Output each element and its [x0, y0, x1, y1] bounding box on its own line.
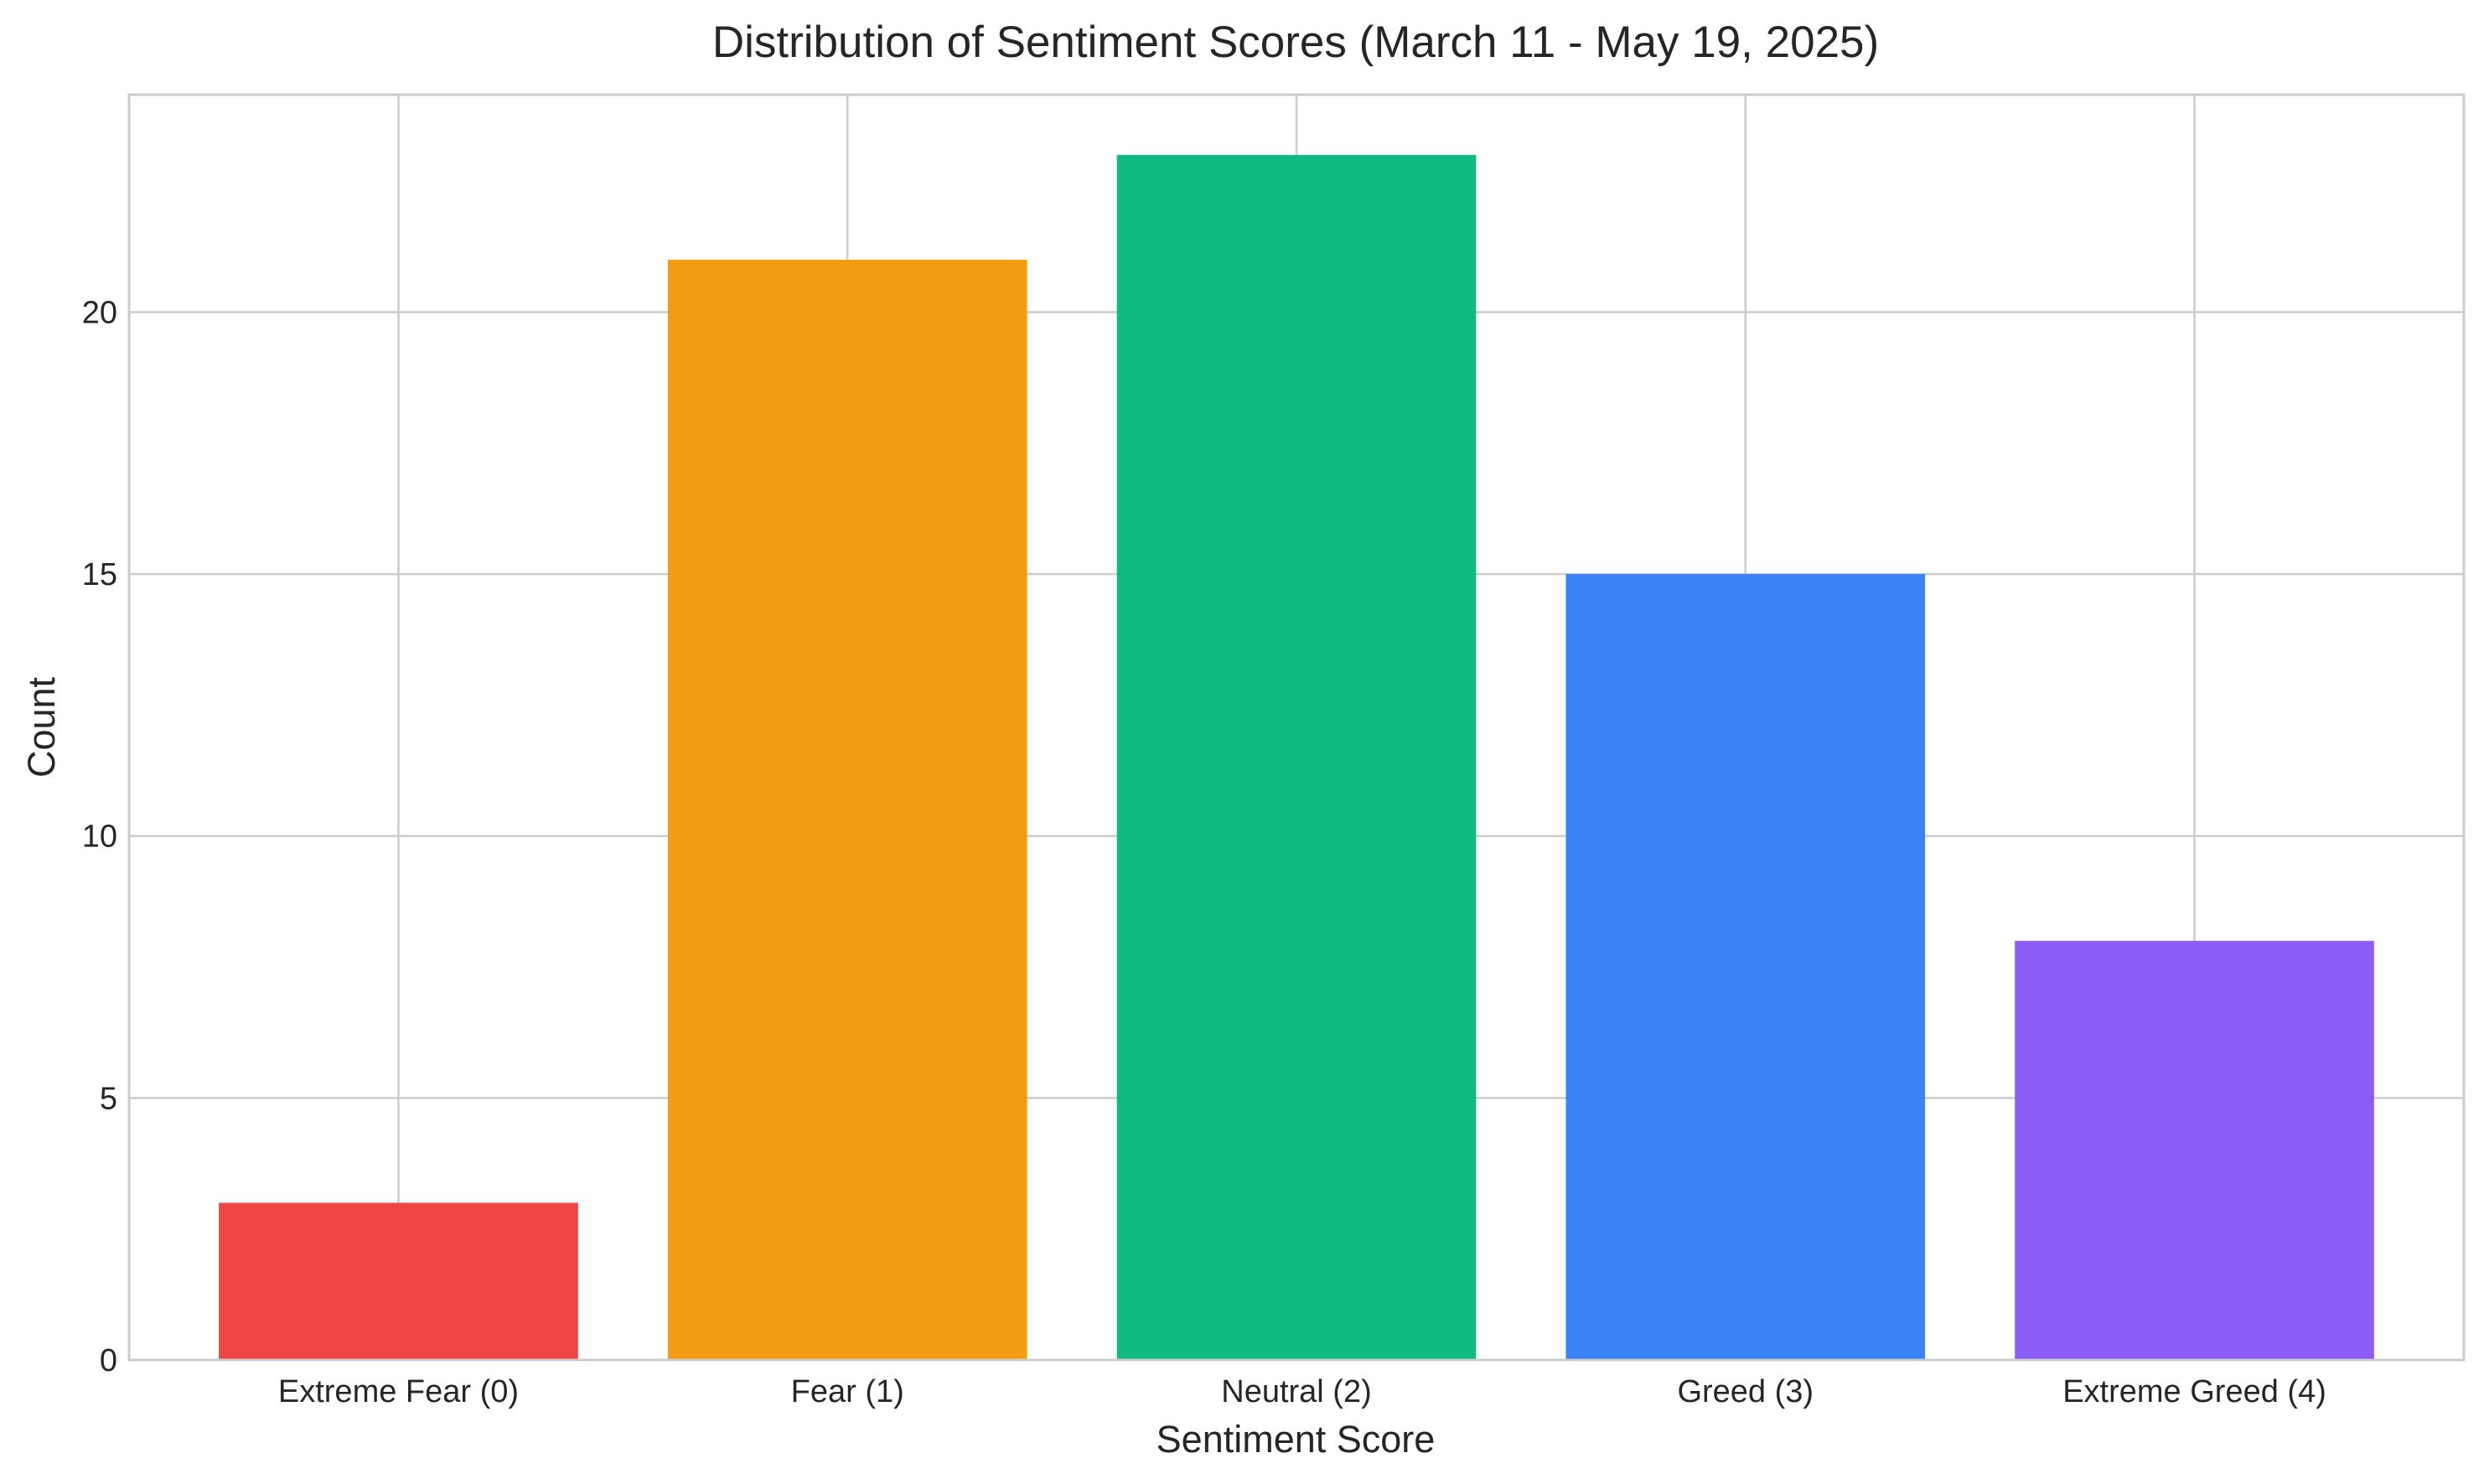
x-tick-label: Greed (3) [1677, 1374, 1814, 1409]
plot-frame [127, 93, 2466, 1362]
x-tick-label: Extreme Greed (4) [2062, 1374, 2326, 1409]
x-tick-label: Extreme Fear (0) [278, 1374, 519, 1409]
y-tick-label: 5 [100, 1081, 117, 1116]
bars [219, 154, 2374, 1360]
y-tick-label: 10 [82, 820, 117, 855]
bar-greed-3 [1565, 574, 1926, 1360]
bar-fear-1 [667, 259, 1027, 1360]
bar-extreme-fear-0 [219, 1202, 578, 1360]
x-axis-label: Sentiment Score [1157, 1418, 1436, 1461]
x-tick-label: Neutral (2) [1221, 1374, 1372, 1409]
bar-extreme-greed-4 [2015, 940, 2374, 1360]
y-axis-label: Count [20, 676, 63, 778]
x-axis-ticks: Extreme Fear (0) Fear (1) Neutral (2) Greed… [278, 1374, 2326, 1409]
y-axis-ticks: 0 5 10 15 20 [82, 295, 117, 1378]
chart-title: Distribution of Sentiment Scores (March … [712, 18, 1879, 67]
y-tick-label: 15 [82, 557, 117, 592]
y-tick-label: 20 [82, 295, 117, 330]
x-tick-label: Fear (1) [791, 1374, 904, 1409]
y-tick-label: 0 [100, 1343, 117, 1378]
bar-neutral-2 [1116, 154, 1477, 1360]
